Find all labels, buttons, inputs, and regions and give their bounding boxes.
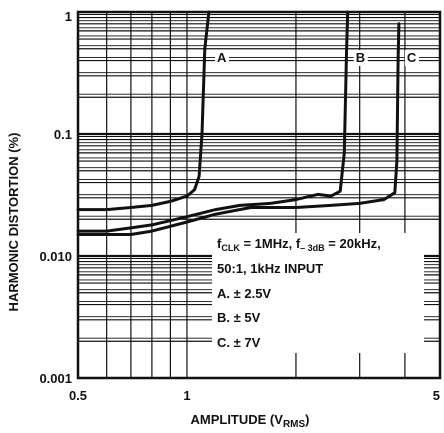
- x-axis-title-sub: RMS: [283, 419, 306, 430]
- series-label-c: C: [407, 50, 417, 65]
- conditions-annotation: fCLK = 1MHz, f– 3dB = 20kHz, 50:1, 1kHz …: [217, 236, 381, 350]
- y-axis-title: HARMONIC DISTORTION (%): [6, 133, 21, 312]
- annotation-line-2: 50:1, 1kHz INPUT: [217, 261, 323, 276]
- annotation-line-1: fCLK = 1MHz, f– 3dB = 20kHz,: [217, 236, 381, 253]
- annotation-item-c: C. ± 7V: [217, 335, 261, 350]
- annotation-f3db-sub: – 3dB: [300, 243, 325, 253]
- y-tick-labels: 1 0.1 0.010 0.001: [39, 9, 72, 386]
- series-label-bg-c: [404, 50, 419, 66]
- annotation-fclk-sub: CLK: [221, 243, 240, 253]
- y-tick-label: 0.1: [54, 127, 72, 142]
- annotation-box: [212, 233, 424, 353]
- x-axis-title: AMPLITUDE (VRMS): [190, 412, 309, 430]
- series-group: A B C: [76, 10, 419, 236]
- series-label-a: A: [217, 50, 227, 65]
- annotation-end: = 20kHz,: [325, 236, 381, 251]
- x-axis-title-close: ): [305, 412, 309, 427]
- x-tick-label: 0.5: [69, 388, 87, 403]
- annotation-item-b: B. ± 5V: [217, 310, 261, 325]
- x-tick-labels: 0.5 1 5: [69, 388, 440, 403]
- annotation-mid: = 1MHz, f: [240, 236, 301, 251]
- plot-frame: [76, 10, 442, 380]
- x-axis-title-main: AMPLITUDE (V: [190, 412, 283, 427]
- series-line-b: [76, 10, 350, 233]
- y-tick-label: 0.010: [39, 249, 72, 264]
- x-tick-label: 5: [433, 388, 440, 403]
- series-label-bg-b: [353, 50, 368, 66]
- series-line-a: [76, 10, 211, 212]
- series-label-bg-a: [214, 50, 229, 66]
- series-line-c: [76, 22, 401, 236]
- annotation-item-a: A. ± 2.5V: [217, 286, 271, 301]
- y-tick-label: 0.001: [39, 371, 72, 386]
- series-label-b: B: [356, 50, 365, 65]
- annotation-fclk: f: [217, 236, 222, 251]
- y-tick-label: 1: [65, 9, 72, 24]
- x-tick-label: 1: [183, 388, 190, 403]
